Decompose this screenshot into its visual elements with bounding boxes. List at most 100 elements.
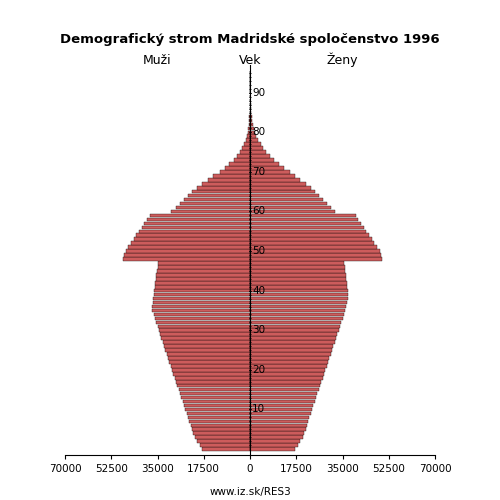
Bar: [131, 242, 250, 245]
Bar: [180, 202, 250, 205]
Bar: [250, 210, 334, 214]
Bar: [150, 214, 250, 217]
Bar: [192, 190, 250, 194]
Bar: [156, 320, 250, 324]
Bar: [250, 114, 252, 118]
Bar: [244, 142, 250, 146]
Bar: [250, 281, 346, 284]
Bar: [250, 352, 330, 356]
Bar: [155, 285, 250, 288]
Bar: [152, 304, 250, 308]
Bar: [158, 265, 250, 268]
Bar: [250, 126, 254, 130]
Bar: [154, 297, 250, 300]
Bar: [249, 118, 250, 122]
Bar: [156, 277, 250, 280]
Bar: [166, 348, 250, 352]
Bar: [250, 336, 336, 340]
Bar: [250, 340, 334, 344]
Bar: [248, 126, 250, 130]
Bar: [250, 118, 252, 122]
Bar: [250, 416, 310, 419]
Bar: [188, 194, 250, 198]
Bar: [250, 380, 322, 384]
Bar: [250, 368, 326, 372]
Bar: [250, 269, 345, 272]
Bar: [157, 269, 250, 272]
Bar: [250, 107, 251, 110]
Bar: [154, 289, 250, 292]
Text: 30: 30: [252, 326, 265, 336]
Bar: [250, 328, 338, 332]
Bar: [170, 210, 250, 214]
Bar: [250, 304, 346, 308]
Bar: [250, 257, 382, 261]
Bar: [250, 261, 344, 265]
Bar: [250, 154, 270, 158]
Bar: [234, 158, 250, 162]
Bar: [250, 166, 284, 170]
Bar: [250, 122, 253, 126]
Bar: [250, 273, 346, 276]
Bar: [182, 400, 250, 404]
Bar: [139, 230, 250, 233]
Bar: [152, 301, 250, 304]
Bar: [189, 420, 250, 423]
Bar: [208, 178, 250, 182]
Bar: [213, 174, 250, 178]
Bar: [197, 440, 250, 443]
Bar: [156, 273, 250, 276]
Bar: [250, 277, 346, 280]
Bar: [250, 293, 348, 296]
Bar: [158, 324, 250, 328]
Bar: [147, 218, 250, 221]
Bar: [200, 444, 250, 447]
Bar: [250, 222, 361, 225]
Bar: [250, 174, 295, 178]
Bar: [250, 312, 344, 316]
Bar: [250, 110, 251, 114]
Bar: [250, 158, 274, 162]
Bar: [250, 130, 255, 134]
Bar: [250, 142, 261, 146]
Bar: [250, 348, 332, 352]
Bar: [250, 444, 298, 447]
Bar: [126, 250, 250, 253]
Bar: [193, 432, 250, 435]
Bar: [170, 364, 250, 368]
Bar: [247, 134, 250, 138]
Bar: [250, 190, 315, 194]
Text: 20: 20: [252, 365, 265, 375]
Bar: [202, 182, 250, 186]
Bar: [174, 372, 250, 376]
Bar: [230, 162, 250, 166]
Bar: [178, 384, 250, 388]
Bar: [170, 360, 250, 364]
Bar: [123, 257, 250, 261]
Bar: [188, 416, 250, 419]
Bar: [250, 301, 348, 304]
Bar: [250, 324, 340, 328]
Bar: [124, 254, 250, 257]
Bar: [250, 246, 377, 249]
Bar: [155, 316, 250, 320]
Text: 60: 60: [252, 206, 265, 216]
Bar: [134, 238, 250, 241]
Bar: [250, 162, 279, 166]
Bar: [250, 254, 381, 257]
Bar: [250, 230, 366, 233]
Bar: [250, 138, 258, 142]
Bar: [250, 194, 318, 198]
Bar: [250, 428, 306, 431]
Bar: [185, 408, 250, 411]
Title: Demografický strom Madridské spoločenstvo 1996: Demografický strom Madridské spoločenstv…: [60, 33, 440, 46]
Bar: [202, 448, 250, 451]
Bar: [250, 186, 311, 190]
Bar: [250, 396, 316, 400]
Text: 40: 40: [252, 286, 265, 296]
Text: 70: 70: [252, 167, 265, 177]
Bar: [250, 408, 312, 411]
Bar: [248, 130, 250, 134]
Bar: [242, 146, 250, 150]
Bar: [160, 332, 250, 336]
